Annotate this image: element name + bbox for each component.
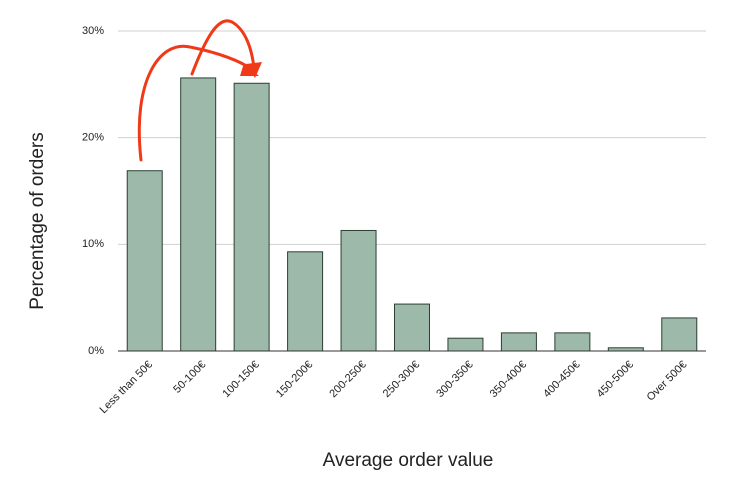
x-tick-label: 450-500€ xyxy=(595,359,636,400)
x-tick-label: 50-100€ xyxy=(171,359,208,396)
bars xyxy=(126,77,698,352)
bar xyxy=(661,317,698,352)
y-axis-title: Percentage of orders xyxy=(27,132,48,309)
x-tick-label: 200-250€ xyxy=(327,359,368,400)
bar xyxy=(180,77,217,352)
y-tick-label: 0% xyxy=(88,345,104,357)
x-tick-label: Less than 50€ xyxy=(98,359,155,416)
x-tick-label: 400-450€ xyxy=(541,359,582,400)
arrow xyxy=(190,19,256,76)
y-tick-label: 30% xyxy=(82,25,104,37)
annotation-arrows xyxy=(137,19,262,162)
x-tick-label: 250-300€ xyxy=(381,359,422,400)
x-tick-label: Over 500€ xyxy=(645,359,690,404)
y-tick-label: 20% xyxy=(82,132,104,144)
bar xyxy=(233,82,270,352)
bar xyxy=(287,251,324,352)
arrow xyxy=(137,44,258,162)
bar xyxy=(447,337,484,352)
bar xyxy=(126,170,163,352)
arrowhead xyxy=(246,62,262,78)
bar xyxy=(394,303,430,352)
x-axis-title: Average order value xyxy=(323,450,494,471)
x-tick-label: 150-200€ xyxy=(274,359,315,400)
bar xyxy=(340,229,377,352)
x-tick-label: 300-350€ xyxy=(434,359,475,400)
y-tick-label: 10% xyxy=(82,238,104,250)
x-tick-label: 100-150€ xyxy=(220,359,261,400)
bar xyxy=(500,332,537,352)
x-tick-label: 350-400€ xyxy=(488,359,529,400)
bar xyxy=(554,332,591,352)
